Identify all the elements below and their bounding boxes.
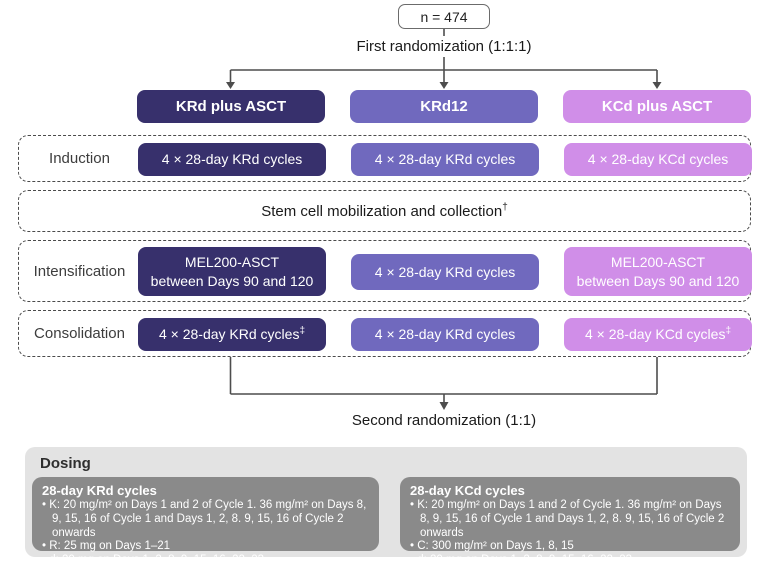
consolidation-row-label: Consolidation <box>34 325 125 342</box>
consolidation-cell-krd12: 4 × 28-day KRd cycles <box>351 318 539 351</box>
intensification-row-label: Intensification <box>33 262 126 280</box>
dose-item-k: K: 20 mg/m² on Days 1 and 2 of Cycle 1. … <box>410 499 730 540</box>
enrollment-count-box: n = 474 <box>398 4 490 29</box>
induction-cell-krd12: 4 × 28-day KRd cycles <box>351 143 539 176</box>
dosing-box-kcd-list: K: 20 mg/m² on Days 1 and 2 of Cycle 1. … <box>410 499 730 568</box>
induction-row: Induction 4 × 28-day KRd cycles 4 × 28-d… <box>18 135 752 182</box>
stem-cell-banner: Stem cell mobilization and collection† <box>261 201 508 220</box>
induction-cell-krd-asct: 4 × 28-day KRd cycles <box>138 143 326 176</box>
intensification-cell-kcd-asct: MEL200-ASCT between Days 90 and 120 <box>564 247 752 296</box>
dose-item-d: d: 20 mg on Days 1, 2, 8, 9, 15, 16, 22,… <box>410 554 730 568</box>
intensification-cell-krd-asct: MEL200-ASCT between Days 90 and 120 <box>138 247 326 296</box>
arm-header-krd12: KRd12 <box>350 90 538 123</box>
dosing-box-krd: 28-day KRd cycles K: 20 mg/m² on Days 1 … <box>32 477 379 566</box>
arm-header-kcd-asct: KCd plus ASCT <box>563 90 751 123</box>
dose-item-c: C: 300 mg/m² on Days 1, 8, 15 <box>410 540 730 554</box>
dosing-panel: Dosing 28-day KRd cycles K: 20 mg/m² on … <box>25 447 747 566</box>
dosing-box-kcd-title: 28-day KCd cycles <box>410 483 525 498</box>
dose-item-k: K: 20 mg/m² on Days 1 and 2 of Cycle 1. … <box>42 499 369 540</box>
dose-item-d: d: 20 mg on Days 1, 2, 8, 9, 15, 16, 22,… <box>42 554 369 568</box>
induction-row-label: Induction <box>49 150 110 167</box>
consolidation-row: Consolidation 4 × 28-day KRd cycles‡ 4 ×… <box>18 310 752 357</box>
consolidation-cell-kcd-asct: 4 × 28-day KCd cycles‡ <box>564 318 752 351</box>
intensification-cell-krd12: 4 × 28-day KRd cycles <box>351 254 539 290</box>
intensification-row: Intensification MEL200-ASCT between Days… <box>18 240 752 302</box>
consolidation-cell-krd-asct: 4 × 28-day KRd cycles‡ <box>138 318 326 351</box>
arm-header-krd-asct: KRd plus ASCT <box>137 90 325 123</box>
induction-cell-kcd-asct: 4 × 28-day KCd cycles <box>564 143 752 176</box>
second-randomization-label: Second randomization (1:1) <box>351 412 537 429</box>
first-randomization-label: First randomization (1:1:1) <box>356 38 532 55</box>
dosing-panel-title: Dosing <box>40 455 91 472</box>
arm-label: KCd plus ASCT <box>601 98 713 115</box>
arm-label: KRd12 <box>420 98 468 115</box>
dose-item-r: R: 25 mg on Days 1–21 <box>42 540 369 554</box>
dosing-box-krd-title: 28-day KRd cycles <box>42 483 157 498</box>
enrollment-count: n = 474 <box>420 8 468 25</box>
dosing-box-kcd: 28-day KCd cycles K: 20 mg/m² on Days 1 … <box>400 477 740 566</box>
arm-label: KRd plus ASCT <box>175 98 287 115</box>
stem-cell-row: Stem cell mobilization and collection† <box>18 190 751 232</box>
dosing-box-krd-list: K: 20 mg/m² on Days 1 and 2 of Cycle 1. … <box>42 499 369 568</box>
